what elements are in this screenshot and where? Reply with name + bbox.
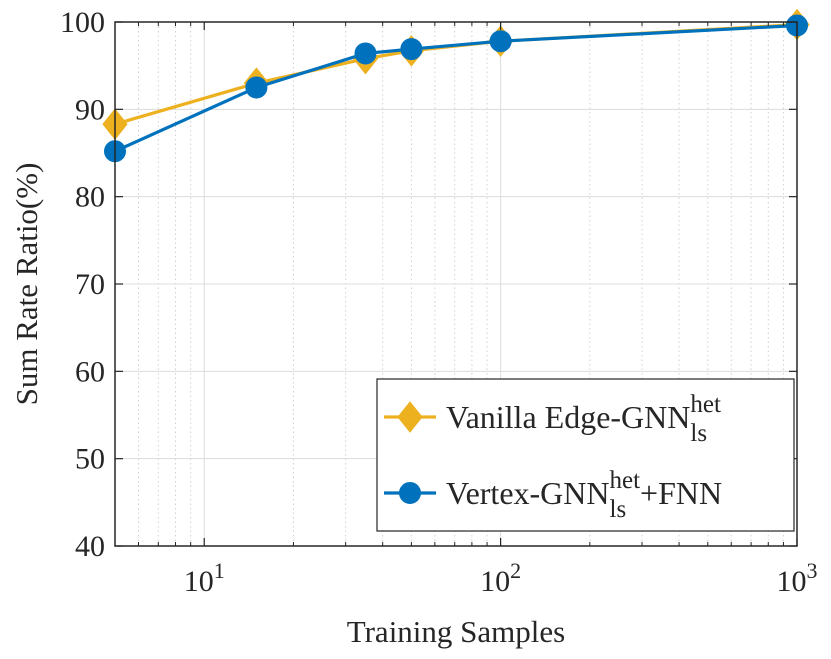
y-tick-label: 70	[75, 268, 105, 301]
data-point	[354, 42, 377, 65]
x-axis-title: Training Samples	[347, 614, 565, 649]
x-tick-label: 103	[777, 558, 818, 598]
y-tick-label: 100	[60, 6, 105, 39]
data-point	[245, 76, 268, 99]
tick-labels: 101 102 103 40 50 60 70 80 90 100	[60, 6, 818, 598]
data-point	[400, 38, 423, 61]
y-axis-title: Sum Rate Ratio(%)	[9, 163, 44, 406]
legend-label: Vertex-GNNhet ls +FNN	[446, 467, 722, 523]
legend: Vanilla Edge-GNNhet ls Vertex-GNNhet ls +FNN	[376, 378, 795, 532]
legend-entry-1: Vanilla Edge-GNNhet ls	[384, 391, 721, 447]
x-tick-label: 101	[184, 558, 225, 598]
legend-box	[376, 378, 795, 532]
y-tick-label: 80	[75, 181, 105, 214]
legend-entry-2: Vertex-GNNhet ls +FNN	[384, 467, 722, 523]
data-point	[489, 30, 512, 53]
series-2	[104, 14, 808, 163]
legend-marker	[399, 482, 421, 504]
y-tick-label: 40	[75, 530, 105, 563]
legend-marker	[397, 401, 423, 433]
series-line	[114, 23, 798, 153]
y-tick-label: 60	[75, 355, 105, 388]
x-tick-label: 102	[480, 558, 521, 598]
axis-ticks	[115, 21, 798, 547]
y-tick-label: 90	[75, 93, 105, 126]
y-tick-label: 50	[75, 443, 105, 476]
legend-label: Vanilla Edge-GNNhet ls	[446, 391, 721, 447]
